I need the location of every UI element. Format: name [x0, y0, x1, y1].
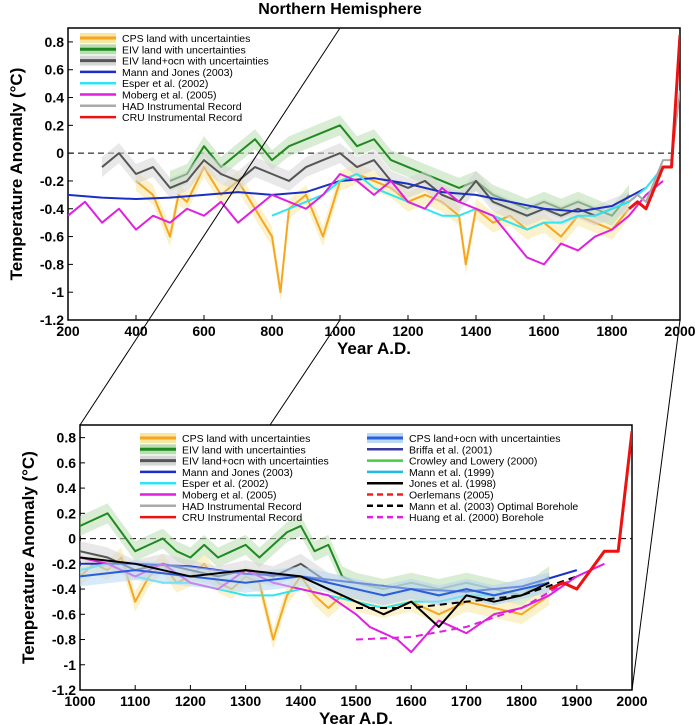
y-tick-label: 0.8 — [45, 34, 65, 50]
series-line — [628, 34, 680, 211]
y-tick-label: 0.6 — [57, 455, 77, 471]
series-line — [80, 556, 550, 628]
x-tick-label: 1700 — [451, 693, 482, 709]
x-tick-label: 2000 — [616, 693, 647, 709]
x-tick-label: 600 — [192, 323, 216, 339]
x-axis-title: Year A.D. — [319, 709, 393, 725]
y-tick-label: -0.2 — [40, 173, 64, 189]
legend-label: Moberg et al. (2005) — [122, 90, 217, 102]
y-tick-label: 0.4 — [57, 480, 77, 496]
legend-label: CPS land with uncertainties — [122, 33, 250, 45]
plot-frame — [67, 27, 681, 321]
y-tick-label: 0.8 — [57, 430, 77, 446]
series-line — [68, 177, 647, 213]
legend-label: HAD Instrumental Record — [182, 501, 302, 513]
chart-title: Northern Hemisphere — [258, 1, 422, 18]
x-tick-label: 1900 — [561, 693, 592, 709]
x-tick-label: 1800 — [506, 693, 537, 709]
y-tick-label: -1.2 — [40, 312, 64, 328]
x-tick-label: 1400 — [285, 693, 316, 709]
legend-label: Mann and Jones (2003) — [122, 67, 233, 79]
legend-label: CRU Instrumental Record — [182, 512, 302, 524]
legend-label: CPS land+ocn with uncertainties — [409, 433, 560, 445]
series-line — [355, 575, 578, 641]
x-tick-label: 800 — [260, 323, 284, 339]
x-tick-label: 1400 — [460, 323, 491, 339]
connector-right — [631, 319, 681, 691]
y-tick-label: -1.2 — [52, 682, 76, 698]
plot-area — [68, 34, 680, 303]
x-tick-label: 400 — [124, 323, 148, 339]
series-line — [80, 556, 550, 641]
legend-label: EIV land with uncertainties — [122, 44, 246, 56]
legend-label: Crowley and Lowery (2000) — [409, 456, 537, 468]
x-tick-label: 1100 — [120, 693, 151, 709]
uncertainty-band — [80, 503, 550, 606]
legend-label: Briffa et al. (2001) — [409, 444, 492, 456]
uncertainty-band — [102, 143, 629, 226]
y-axis-title: Temperature Anomaly (°C) — [19, 451, 38, 664]
y-tick-label: 0 — [68, 531, 76, 547]
legend-label: Mann et al. (2003) Optimal Borehole — [409, 501, 578, 513]
x-tick-label: 1600 — [528, 323, 559, 339]
y-tick-label: -0.6 — [52, 606, 76, 622]
legend-label: Mann and Jones (2003) — [182, 467, 293, 479]
x-tick-label: 1200 — [392, 323, 423, 339]
x-tick-label: 1000 — [324, 323, 355, 339]
plot-area — [80, 431, 632, 654]
legend-label: EIV land+ocn with uncertainties — [122, 56, 269, 68]
legend-label: EIV land with uncertainties — [182, 444, 306, 456]
legend-label: Esper et al. (2002) — [182, 478, 268, 490]
y-tick-label: -1 — [64, 657, 77, 673]
legend-label: Esper et al. (2002) — [122, 78, 208, 90]
legend-label: EIV land+ocn with uncertainties — [182, 456, 329, 468]
legend-label: Jones et al. (1998) — [409, 478, 496, 490]
uncertainty-band — [170, 115, 629, 226]
y-tick-label: -0.4 — [52, 581, 76, 597]
series-line — [271, 166, 664, 231]
legend-label: Oerlemans (2005) — [409, 490, 494, 502]
x-tick-label: 1800 — [596, 323, 627, 339]
y-tick-label: -0.8 — [40, 256, 64, 272]
legend-label: Mann et al. (1999) — [409, 467, 494, 479]
series-line — [548, 431, 632, 591]
x-tick-label: 1200 — [175, 693, 206, 709]
y-tick-label: 0.6 — [45, 62, 65, 78]
zoom-connectors — [79, 27, 681, 691]
series-line — [356, 575, 578, 609]
y-axis-title: Temperature Anomaly (°C) — [7, 68, 26, 281]
y-tick-label: 0.2 — [45, 117, 65, 133]
y-tick-label: -0.8 — [52, 632, 76, 648]
legend-label: CPS land with uncertainties — [182, 433, 310, 445]
legend-label: CRU Instrumental Record — [122, 112, 242, 124]
y-tick-label: -0.6 — [40, 229, 64, 245]
x-tick-label: 1500 — [340, 693, 371, 709]
legend-label: Huang et al. (2000) Borehole — [409, 512, 544, 524]
y-tick-label: 0 — [56, 145, 64, 161]
y-tick-label: -0.4 — [40, 201, 64, 217]
x-tick-label: 1300 — [230, 693, 261, 709]
y-tick-label: 0.2 — [57, 505, 77, 521]
uncertainty-band — [136, 157, 629, 303]
y-tick-label: -0.2 — [52, 556, 76, 572]
connector-left-upper — [79, 27, 341, 426]
x-tick-label: 1600 — [396, 693, 427, 709]
connector-left-lower — [269, 319, 341, 426]
legend-label: Moberg et al. (2005) — [182, 490, 277, 502]
y-tick-label: -1 — [52, 284, 65, 300]
x-tick-label: 200 — [56, 323, 80, 339]
x-tick-label: 2000 — [664, 323, 695, 339]
x-axis-title: Year A.D. — [337, 339, 411, 358]
x-tick-label: 1000 — [64, 693, 95, 709]
series-line — [68, 173, 664, 266]
series-line — [101, 152, 630, 217]
y-tick-label: 0.4 — [45, 90, 65, 106]
legend-label: HAD Instrumental Record — [122, 101, 242, 113]
